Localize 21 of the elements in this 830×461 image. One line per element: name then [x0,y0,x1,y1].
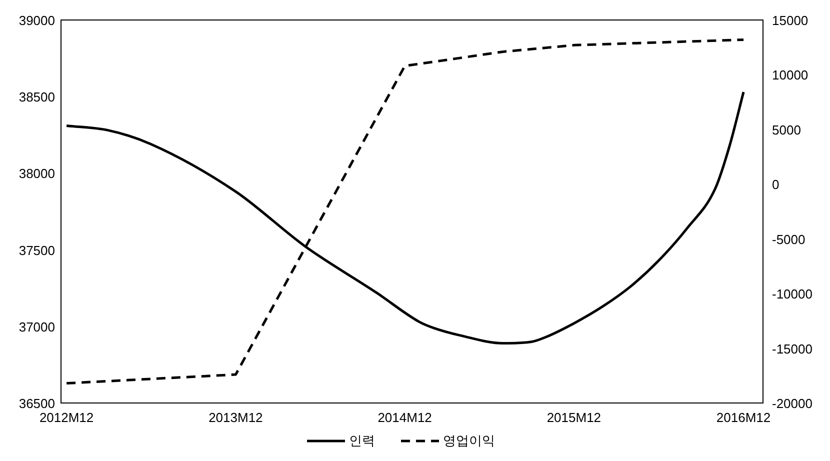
y-tick-label: 38500 [18,90,55,105]
y2-tick-label: 15000 [772,13,808,28]
y-tick-label: 38000 [18,166,55,182]
y-tick-label: 39000 [18,13,55,28]
y2-tick-label: -5000 [772,232,806,247]
y-tick-label: 37000 [18,319,55,334]
legend-label: 영업이익 [443,433,495,448]
x-tick-label: 2013M12 [208,410,263,425]
x-tick-label: 2016M12 [716,410,771,425]
x-tick-label: 2012M12 [39,410,94,425]
legend-label: 인력 [349,433,375,448]
y-tick-label: 36500 [18,396,55,411]
y2-tick-label: 0 [772,177,780,192]
y2-tick-label: -15000 [772,341,812,356]
y-tick-label: 37500 [18,242,55,258]
x-tick-label: 2015M12 [546,410,602,425]
y2-tick-label: -20000 [772,396,812,411]
y2-tick-label: -10000 [772,286,812,302]
x-tick-label: 2014M12 [378,410,432,425]
y2-tick-label: 10000 [772,68,808,83]
y2-tick-label: 5000 [772,122,801,138]
